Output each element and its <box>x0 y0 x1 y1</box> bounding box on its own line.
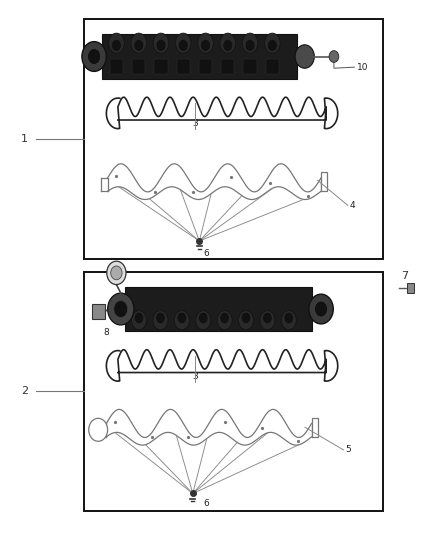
Ellipse shape <box>176 33 191 53</box>
Circle shape <box>112 39 121 51</box>
Text: 3: 3 <box>192 372 198 381</box>
Circle shape <box>223 39 233 51</box>
Ellipse shape <box>239 311 254 330</box>
Text: 5: 5 <box>346 446 351 455</box>
Circle shape <box>220 312 230 324</box>
Polygon shape <box>244 59 257 75</box>
Ellipse shape <box>196 311 211 330</box>
Polygon shape <box>92 304 106 319</box>
Circle shape <box>156 39 166 51</box>
Ellipse shape <box>109 33 124 53</box>
Circle shape <box>107 261 126 285</box>
Circle shape <box>89 418 108 441</box>
Polygon shape <box>106 97 338 128</box>
Polygon shape <box>132 59 145 75</box>
Circle shape <box>268 39 277 51</box>
Polygon shape <box>266 59 279 75</box>
Text: 4: 4 <box>350 201 356 210</box>
Circle shape <box>177 312 187 324</box>
Ellipse shape <box>198 33 213 53</box>
Circle shape <box>263 312 272 324</box>
Polygon shape <box>125 287 312 332</box>
Text: 3: 3 <box>192 119 198 128</box>
Text: 7: 7 <box>401 271 408 281</box>
Polygon shape <box>177 59 190 75</box>
Circle shape <box>201 39 210 51</box>
Polygon shape <box>407 283 414 293</box>
Circle shape <box>82 42 106 71</box>
Polygon shape <box>321 173 327 191</box>
Polygon shape <box>199 59 212 75</box>
Circle shape <box>108 293 134 325</box>
Circle shape <box>111 266 122 280</box>
Circle shape <box>284 312 293 324</box>
Ellipse shape <box>174 311 189 330</box>
Polygon shape <box>102 34 297 79</box>
Text: 6: 6 <box>204 498 209 507</box>
Text: 2: 2 <box>21 386 28 397</box>
Polygon shape <box>154 59 168 75</box>
Text: 9: 9 <box>117 307 122 316</box>
Circle shape <box>156 312 165 324</box>
Polygon shape <box>311 418 318 437</box>
Ellipse shape <box>265 33 280 53</box>
Circle shape <box>134 39 144 51</box>
Ellipse shape <box>242 33 258 53</box>
Ellipse shape <box>260 311 275 330</box>
Circle shape <box>329 51 339 62</box>
Text: 6: 6 <box>204 249 209 258</box>
Polygon shape <box>221 59 234 75</box>
Polygon shape <box>110 59 123 75</box>
Ellipse shape <box>131 311 147 330</box>
Circle shape <box>295 45 314 68</box>
Text: 10: 10 <box>357 63 368 71</box>
Ellipse shape <box>281 311 296 330</box>
Polygon shape <box>84 19 383 259</box>
Polygon shape <box>106 350 338 381</box>
Circle shape <box>134 312 144 324</box>
Text: 1: 1 <box>21 134 28 144</box>
Circle shape <box>88 49 101 64</box>
Circle shape <box>309 294 333 324</box>
Circle shape <box>241 312 251 324</box>
Polygon shape <box>84 272 383 511</box>
Ellipse shape <box>217 311 232 330</box>
Circle shape <box>245 39 255 51</box>
Text: 8: 8 <box>103 328 109 337</box>
Ellipse shape <box>153 33 169 53</box>
Ellipse shape <box>131 33 147 53</box>
Circle shape <box>198 312 208 324</box>
Circle shape <box>178 39 188 51</box>
Ellipse shape <box>220 33 236 53</box>
Circle shape <box>114 301 128 318</box>
Ellipse shape <box>153 311 168 330</box>
Circle shape <box>314 301 328 317</box>
